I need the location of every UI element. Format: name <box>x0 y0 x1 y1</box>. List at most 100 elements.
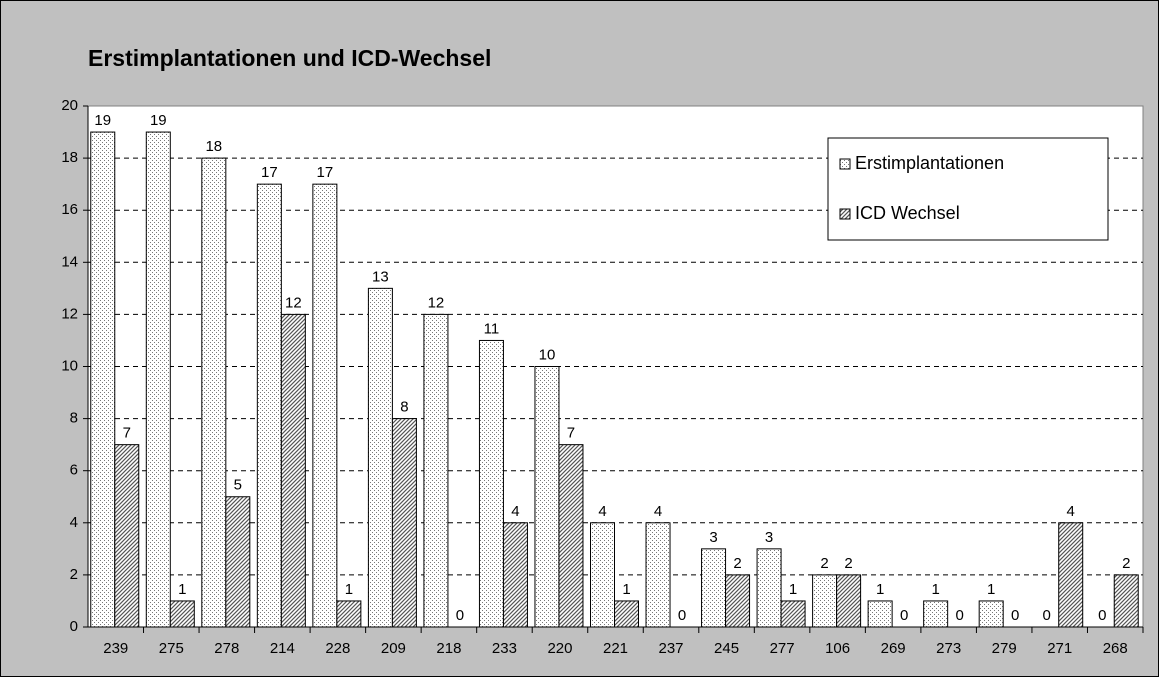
bar <box>391 418 417 628</box>
legend-label: ICD Wechsel <box>855 203 960 223</box>
y-tick-label: 20 <box>61 97 78 114</box>
data-label: 11 <box>484 320 500 337</box>
data-label: 12 <box>428 294 445 311</box>
data-label: 0 <box>955 607 963 624</box>
x-tick-label: 268 <box>1103 640 1128 657</box>
data-label: 0 <box>1011 607 1019 624</box>
x-tick-label: 277 <box>770 640 795 657</box>
data-label: 10 <box>539 346 556 363</box>
data-label: 2 <box>820 555 828 572</box>
data-label: 17 <box>261 164 278 181</box>
legend <box>827 137 1109 241</box>
data-label: 1 <box>178 581 186 598</box>
x-tick-label: 278 <box>214 640 239 657</box>
data-label: 17 <box>317 164 334 181</box>
data-label: 3 <box>709 529 717 546</box>
data-label: 0 <box>900 607 908 624</box>
data-label: 4 <box>1067 503 1075 520</box>
bar <box>725 574 751 628</box>
data-label: 1 <box>876 581 884 598</box>
bar <box>756 548 782 628</box>
bar <box>645 522 671 628</box>
y-tick-label: 8 <box>70 410 78 427</box>
bar <box>978 600 1004 628</box>
x-tick-label: 269 <box>881 640 906 657</box>
y-tick-label: 14 <box>61 253 78 270</box>
data-label: 7 <box>123 425 131 442</box>
legend-swatch <box>839 158 851 170</box>
bar <box>836 574 862 628</box>
bar <box>336 600 362 628</box>
data-label: 4 <box>654 503 662 520</box>
bar <box>169 600 195 628</box>
x-tick-label: 271 <box>1047 640 1072 657</box>
y-tick-label: 0 <box>70 618 78 635</box>
data-label: 12 <box>285 294 302 311</box>
data-label: 19 <box>94 112 111 129</box>
x-tick-label: 279 <box>992 640 1017 657</box>
bar <box>812 574 838 628</box>
y-tick-label: 12 <box>61 305 78 322</box>
bar <box>502 522 528 628</box>
data-label: 5 <box>234 477 242 494</box>
bar <box>614 600 639 628</box>
data-label: 2 <box>844 555 852 572</box>
data-label: 1 <box>622 581 630 598</box>
y-tick-label: 4 <box>70 514 78 531</box>
data-label: 7 <box>567 425 575 442</box>
data-label: 2 <box>733 555 741 572</box>
x-tick-label: 209 <box>381 640 406 657</box>
bar <box>867 600 893 628</box>
data-label: 0 <box>1098 607 1106 624</box>
x-tick-label: 218 <box>436 640 461 657</box>
y-tick-label: 6 <box>70 462 78 479</box>
bar <box>780 600 806 628</box>
bar <box>478 339 504 628</box>
data-label: 3 <box>765 529 773 546</box>
data-label: 0 <box>1043 607 1051 624</box>
bar <box>280 313 306 628</box>
x-tick-label: 214 <box>270 640 295 657</box>
y-tick-label: 2 <box>70 566 78 583</box>
bar <box>145 131 171 628</box>
data-label: 19 <box>150 112 167 129</box>
legend-swatch <box>839 208 851 220</box>
bar <box>558 444 584 628</box>
data-label: 8 <box>400 399 408 416</box>
data-label: 1 <box>345 581 353 598</box>
bar <box>701 548 727 628</box>
bar <box>256 183 282 628</box>
data-label: 1 <box>931 581 939 598</box>
bar <box>534 366 560 628</box>
y-tick-label: 18 <box>61 149 78 166</box>
data-label: 1 <box>987 581 995 598</box>
data-label: 4 <box>598 503 606 520</box>
bar <box>423 313 449 628</box>
bar <box>201 157 227 628</box>
data-label: 0 <box>678 607 686 624</box>
x-tick-label: 106 <box>825 640 850 657</box>
bar <box>923 600 949 628</box>
x-tick-label: 237 <box>659 640 684 657</box>
chart-title: Erstimplantationen und ICD-Wechsel <box>88 45 491 71</box>
legend-label: Erstimplantationen <box>855 153 1004 173</box>
data-label: 1 <box>789 581 797 598</box>
data-label: 0 <box>456 607 464 624</box>
x-tick-label: 233 <box>492 640 517 657</box>
bar <box>114 444 140 628</box>
bar <box>1113 574 1139 628</box>
x-tick-label: 221 <box>603 640 628 657</box>
x-tick-label: 245 <box>714 640 739 657</box>
bar <box>367 287 393 628</box>
bar <box>312 183 338 628</box>
data-label: 4 <box>511 503 519 520</box>
bar <box>590 522 615 628</box>
y-tick-label: 16 <box>61 201 78 218</box>
y-tick-label: 10 <box>61 357 78 374</box>
bar <box>225 496 251 628</box>
data-label: 18 <box>205 138 222 155</box>
x-tick-label: 228 <box>325 640 350 657</box>
x-tick-label: 273 <box>936 640 961 657</box>
bar <box>90 131 116 628</box>
